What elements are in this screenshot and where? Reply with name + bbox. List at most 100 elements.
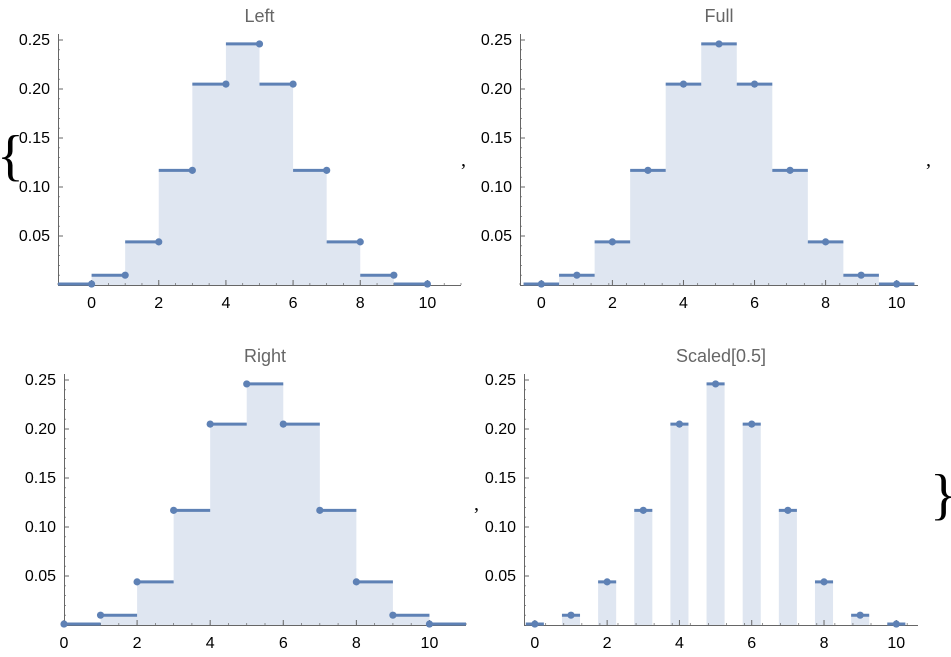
data-point — [608, 238, 616, 246]
data-point — [96, 611, 105, 619]
data-point — [820, 578, 828, 586]
x-tick-label: 4 — [679, 295, 688, 312]
y-tick-label: 0.25 — [19, 32, 50, 49]
y-tick-label: 0.15 — [481, 130, 512, 147]
y-tick-label: 0.20 — [485, 421, 516, 438]
y-tick-label: 0.15 — [25, 470, 56, 487]
y-tick-label: 0.10 — [481, 179, 512, 196]
data-point — [170, 506, 178, 514]
x-tick-label: 8 — [821, 295, 830, 312]
data-point — [857, 271, 865, 279]
y-tick-label: 0.25 — [481, 32, 512, 49]
data-point — [567, 611, 575, 619]
fill-bar — [706, 383, 725, 625]
y-tick-label: 0.10 — [485, 519, 516, 536]
chart-title: Right — [244, 346, 286, 366]
x-tick-label: 0 — [537, 295, 546, 312]
fill-bar — [670, 424, 689, 625]
fill-bar — [814, 581, 834, 625]
x-tick-label: 2 — [603, 635, 612, 652]
data-point — [856, 611, 864, 619]
x-tick-label: 2 — [608, 295, 617, 312]
fill-area — [58, 43, 428, 285]
x-tick-label: 6 — [750, 295, 759, 312]
y-tick-label: 0.20 — [25, 421, 56, 438]
x-tick-label: 10 — [887, 635, 905, 652]
x-tick-label: 0 — [87, 295, 96, 312]
chart-title: Left — [244, 6, 274, 26]
y-tick-label: 0.15 — [485, 470, 516, 487]
data-point — [715, 40, 723, 48]
fill-area — [523, 43, 915, 285]
fill-bar — [742, 424, 761, 625]
data-point — [675, 420, 684, 428]
y-tick-label: 0.20 — [481, 81, 512, 98]
data-point — [316, 506, 324, 514]
x-tick-label: 4 — [675, 635, 684, 652]
chart-panel-1: Left 0 2 4 6 8 10 0.05 0.10 0.15 0.20 0.25 — [19, 6, 462, 312]
x-tick-label: 4 — [206, 635, 215, 652]
data-point — [279, 420, 287, 428]
chart-title: Full — [704, 6, 733, 26]
x-tick-label: 4 — [221, 295, 230, 312]
data-point — [639, 506, 647, 514]
data-point — [87, 280, 96, 288]
data-point — [679, 80, 688, 88]
data-point — [155, 238, 163, 246]
data-point — [822, 238, 830, 246]
data-point — [573, 271, 581, 279]
close-brace: } — [930, 467, 951, 523]
x-tick-label: 0 — [530, 635, 539, 652]
chart-panel-3: Right 0 2 4 6 8 10 0.05 0.10 0.15 0.20 0.25 — [25, 346, 467, 652]
data-point — [786, 166, 794, 174]
y-tick-label: 0.20 — [19, 81, 50, 98]
y-tick-label: 0.10 — [19, 179, 50, 196]
data-point — [222, 80, 230, 88]
chart-panel-2: Full 0 2 4 6 8 10 0.05 0.10 0.15 0.20 0.25 — [481, 6, 918, 312]
data-point — [784, 506, 792, 514]
data-point — [425, 620, 434, 628]
fill-bar — [598, 581, 617, 625]
data-point — [644, 166, 652, 174]
x-tick-label: 0 — [60, 635, 69, 652]
x-tick-label: 2 — [133, 635, 142, 652]
data-point — [188, 166, 196, 174]
data-point — [389, 611, 397, 619]
y-tick-label: 0.05 — [485, 568, 516, 585]
y-tick-label: 0.05 — [481, 228, 512, 245]
x-tick-label: 8 — [352, 635, 361, 652]
y-tick-label: 0.10 — [25, 519, 56, 536]
x-tick-label: 6 — [279, 635, 288, 652]
data-point — [121, 271, 129, 279]
comma-separator-3: , — [474, 493, 479, 515]
comma-separator-2: , — [926, 149, 931, 171]
data-point — [423, 280, 432, 288]
data-point — [243, 380, 251, 388]
data-point — [531, 620, 539, 628]
fill-area — [64, 383, 466, 625]
x-tick-label: 8 — [820, 635, 829, 652]
data-point — [60, 620, 68, 628]
x-tick-label: 10 — [421, 635, 439, 652]
data-point — [390, 271, 398, 279]
y-tick-label: 0.15 — [19, 130, 50, 147]
x-tick-label: 2 — [154, 295, 163, 312]
open-brace: { — [0, 128, 24, 184]
y-tick-label: 0.25 — [485, 372, 516, 389]
data-point — [133, 578, 141, 586]
data-point — [892, 620, 900, 628]
data-point — [537, 280, 545, 288]
data-point — [750, 80, 759, 88]
data-point — [356, 238, 364, 246]
data-point — [352, 578, 360, 586]
comma-separator-1: , — [461, 149, 466, 171]
data-point — [603, 578, 611, 586]
x-tick-label: 8 — [356, 295, 365, 312]
fill-bar — [778, 510, 797, 625]
x-tick-label: 6 — [289, 295, 298, 312]
y-tick-label: 0.25 — [25, 372, 56, 389]
chart-title: Scaled[0.5] — [676, 346, 766, 366]
data-point — [748, 420, 756, 428]
data-point — [711, 380, 720, 388]
